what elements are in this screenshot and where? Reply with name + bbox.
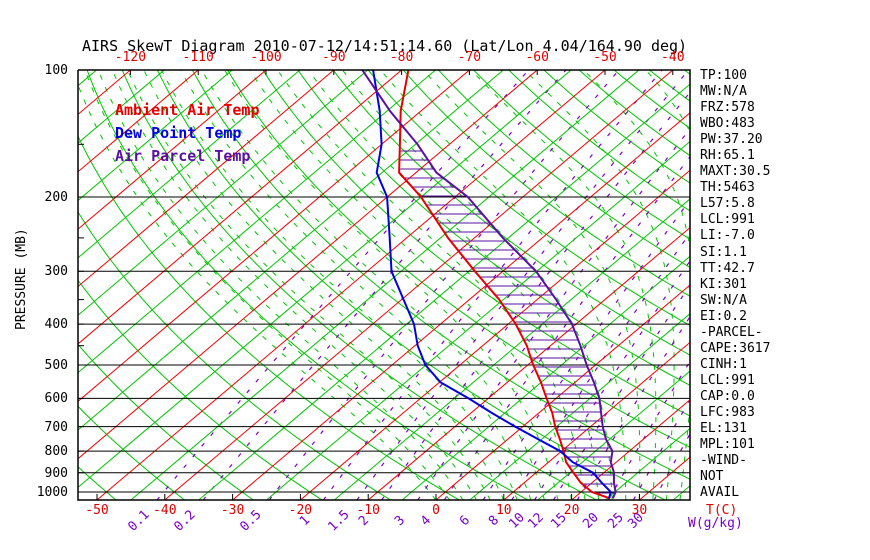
pressure-tick-label: 600 [44, 391, 68, 407]
pressure-tick-label: 1000 [36, 485, 68, 500]
legend-dew-point: Dew Point Temp [115, 124, 242, 142]
pressure-tick-label: 400 [44, 317, 68, 333]
bottom-temp-label: -20 [288, 503, 313, 518]
pressure-tick-label: 200 [44, 190, 68, 206]
stat-line: MAXT:30.5 [700, 164, 771, 180]
stat-line: CAPE:3617 [700, 340, 771, 356]
pressure-tick-label: 800 [44, 444, 68, 460]
stat-line: WBO:483 [700, 116, 755, 132]
stat-line: -PARCEL- [700, 324, 763, 340]
pressure-tick-label: 900 [44, 465, 68, 481]
stat-line: MW:N/A [700, 84, 747, 100]
stat-line: TP:100 [700, 68, 747, 83]
bottom-temp-label: -30 [220, 503, 245, 518]
top-temp-label: -80 [389, 50, 414, 65]
top-temp-label: -40 [661, 50, 685, 65]
temp-unit-label: T(C) [706, 503, 738, 518]
stat-line: EI:0.2 [700, 308, 747, 324]
top-temp-label: -60 [525, 50, 549, 65]
stat-line: SI:1.1 [700, 244, 747, 260]
stat-line: LFC:983 [700, 404, 755, 420]
mixing-unit-label: W(g/kg) [688, 516, 743, 531]
stat-line: SW:N/A [700, 292, 747, 308]
pressure-tick-label: 500 [44, 357, 68, 373]
pressure-tick-label: 300 [44, 264, 68, 280]
bottom-temp-label: -50 [85, 503, 109, 518]
axis-ticks [78, 69, 674, 500]
top-temp-label: -90 [322, 50, 346, 65]
moist-adiabat-lines [78, 70, 690, 500]
plot-frame [77, 69, 691, 501]
stat-line: -WIND- [700, 453, 747, 469]
bottom-temp-label: 30 [631, 503, 648, 518]
dew-point-temp-curve [372, 70, 613, 499]
top-temp-label: -110 [182, 50, 214, 65]
legend-ambient-temp: Ambient Air Temp [115, 101, 260, 119]
stat-line: TT:42.7 [700, 260, 755, 276]
bottom-temp-label: 10 [495, 503, 512, 518]
stat-line: EL:131 [700, 421, 747, 437]
stat-line: LCL:991 [700, 212, 755, 228]
intermediate-isotherm-lines [78, 70, 690, 500]
bottom-temp-label: -10 [356, 503, 380, 518]
top-temp-label: -50 [593, 50, 617, 65]
page-title: AIRS SkewT Diagram 2010-07-12/14:51:14.6… [82, 37, 688, 55]
stat-line: MPL:101 [700, 437, 755, 453]
stat-line: FRZ:578 [700, 100, 755, 116]
stats-panel: TP:100 MW:N/A FRZ:578 WBO:483 PW:37.20 RH:65.… [700, 68, 770, 501]
stat-line: CAP:0.0 [700, 388, 755, 404]
stat-line: CINH:1 [700, 356, 747, 372]
isotherm-lines [78, 70, 690, 500]
stat-line: RH:65.1 [700, 148, 755, 164]
legend-air-parcel: Air Parcel Temp [115, 147, 251, 165]
ambient-air-temp-curve [398, 70, 610, 500]
top-temp-label: -70 [457, 50, 482, 65]
top-temp-label: -120 [114, 50, 147, 65]
bottom-temp-label: 20 [563, 503, 580, 518]
mixing-ratio-lines [156, 70, 690, 500]
stat-line: TH:5463 [700, 180, 755, 196]
stat-line: KI:301 [700, 276, 747, 292]
stat-line: L57:5.8 [700, 196, 755, 212]
stat-line: LI:-7.0 [700, 228, 755, 244]
stat-line: LCL:991 [700, 372, 755, 388]
stat-line: PW:37.20 [700, 132, 763, 148]
sounding-curves [361, 70, 617, 500]
air-parcel-temp-curve [361, 70, 617, 499]
top-temp-label: -100 [250, 50, 282, 65]
bottom-temp-label: -40 [153, 503, 177, 518]
bottom-temp-label: 0 [432, 503, 440, 518]
stat-line: AVAIL [700, 485, 740, 501]
stat-line: NOT [700, 469, 724, 485]
pressure-tick-label: 100 [44, 63, 68, 78]
pressure-tick-label: 700 [44, 419, 68, 435]
